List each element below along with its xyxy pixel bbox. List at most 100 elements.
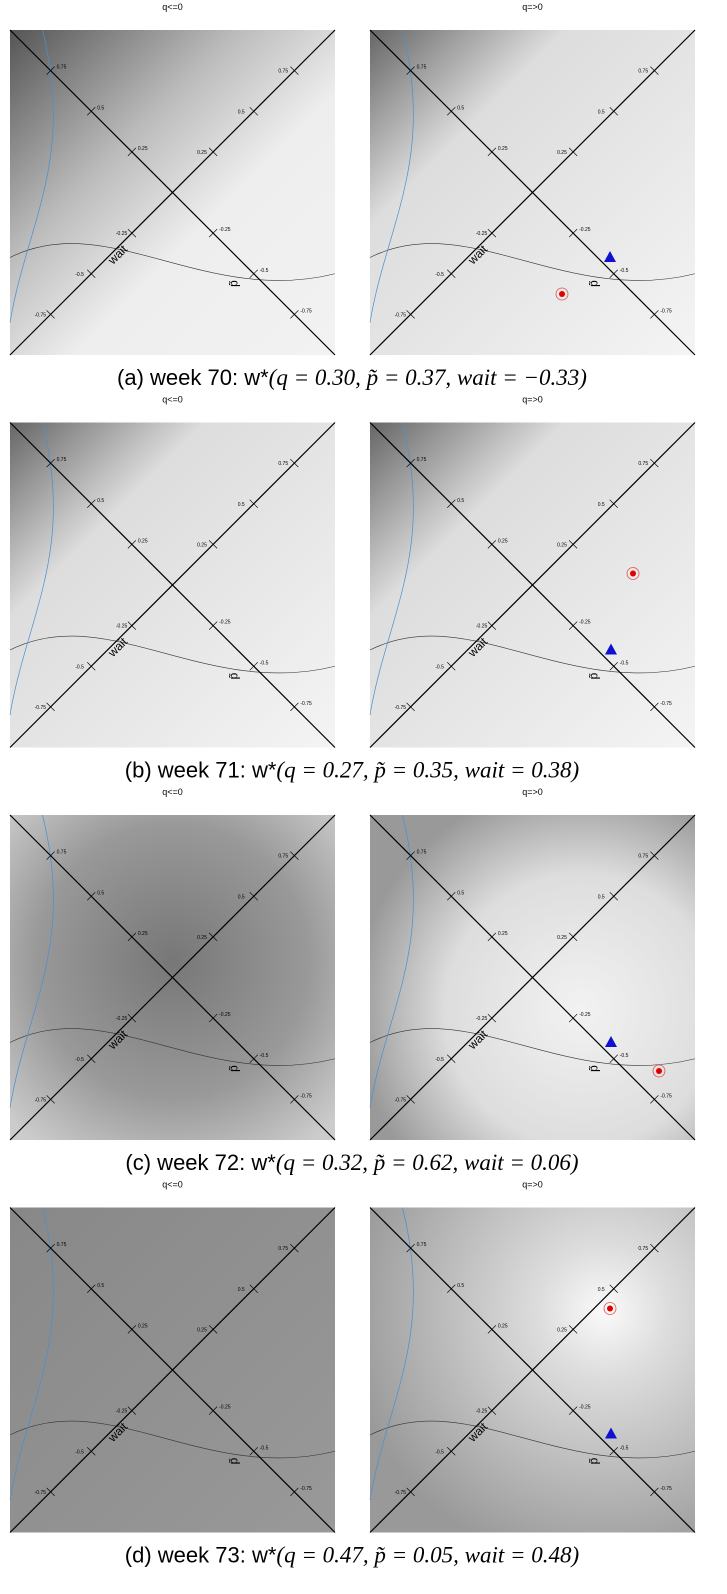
tick bbox=[290, 851, 299, 860]
tick-label: -0.25 bbox=[116, 1016, 128, 1022]
tick-label: 0.25 bbox=[498, 931, 508, 937]
tick bbox=[487, 1013, 497, 1023]
caption: (b) week 71: w*(q = 0.27, p̃ = 0.35, wai… bbox=[125, 758, 579, 783]
marker-dot bbox=[559, 291, 565, 297]
tick-label: 0.75 bbox=[57, 65, 67, 71]
tick bbox=[609, 1054, 618, 1063]
tick bbox=[568, 932, 578, 942]
tick bbox=[46, 66, 55, 75]
tick-label: -0.75 bbox=[35, 312, 47, 318]
tick bbox=[127, 147, 137, 157]
axis-label-p: p̃ bbox=[587, 1457, 601, 1464]
tick bbox=[249, 662, 258, 671]
tick-label: 0.5 bbox=[97, 498, 104, 504]
tick bbox=[208, 1406, 218, 1415]
tick bbox=[208, 1013, 218, 1023]
tick-label: 0.75 bbox=[638, 1246, 648, 1252]
tick bbox=[208, 147, 218, 157]
axis-wait bbox=[9, 1207, 336, 1533]
tick bbox=[127, 540, 137, 549]
tick-label: 0.75 bbox=[417, 1242, 427, 1248]
tick-label: 0.75 bbox=[417, 457, 427, 463]
tick bbox=[46, 1487, 55, 1497]
tick bbox=[650, 1487, 659, 1497]
tick-label: -0.75 bbox=[395, 1097, 407, 1103]
contour bbox=[369, 1028, 696, 1066]
tick-label: -0.5 bbox=[75, 1057, 84, 1063]
axis-wait bbox=[9, 814, 336, 1141]
tick-label: -0.25 bbox=[116, 1409, 128, 1415]
marker-triangle bbox=[605, 1036, 617, 1047]
tick bbox=[447, 269, 456, 278]
tick bbox=[87, 499, 96, 508]
tick bbox=[127, 1013, 137, 1023]
axis-wait bbox=[9, 422, 336, 748]
tick bbox=[487, 540, 497, 549]
tick-label: 0.25 bbox=[138, 146, 148, 152]
caption-label: (d) week 73: w* bbox=[125, 1543, 277, 1568]
tick-label: 0.25 bbox=[197, 935, 207, 941]
tick-label: -0.5 bbox=[75, 664, 84, 670]
tick bbox=[406, 1243, 415, 1253]
marker-ring bbox=[626, 567, 640, 580]
tick-label: -0.5 bbox=[435, 664, 444, 670]
tick bbox=[87, 269, 96, 278]
axis-wait bbox=[9, 29, 336, 356]
tick-label: 0.25 bbox=[498, 146, 508, 152]
tick bbox=[46, 851, 55, 860]
tick bbox=[568, 1013, 578, 1023]
tick-label: 0.25 bbox=[557, 542, 567, 548]
tick-label: -0.75 bbox=[660, 308, 672, 314]
tick-label: -0.75 bbox=[300, 1093, 312, 1099]
axis-label-p: p̃ bbox=[227, 1457, 241, 1464]
tick bbox=[609, 892, 618, 901]
tick-label: -0.25 bbox=[219, 620, 231, 626]
caption-args: (q = 0.47, p̃ = 0.05, wait = 0.48) bbox=[276, 1543, 579, 1568]
tick-label: 0.5 bbox=[598, 109, 605, 115]
panel-title: q<=0 bbox=[162, 395, 183, 405]
tick bbox=[249, 892, 258, 901]
tick bbox=[208, 228, 218, 238]
tick bbox=[487, 147, 497, 157]
contour bbox=[369, 635, 696, 674]
marker-dot bbox=[656, 1068, 662, 1074]
tick bbox=[249, 499, 258, 508]
caption: (d) week 73: w*(q = 0.47, p̃ = 0.05, wai… bbox=[125, 1543, 579, 1568]
tick bbox=[447, 1447, 456, 1456]
panel: 0.75 0.75 0.5 0.5 0.25 0.25 -0.25 -0.25 -0.5 -0.5… bbox=[369, 29, 696, 356]
tick bbox=[650, 1095, 659, 1104]
panel-title: q=>0 bbox=[522, 1180, 543, 1190]
tick bbox=[487, 1325, 497, 1334]
panel-title: q<=0 bbox=[162, 1180, 183, 1190]
tick-label: -0.5 bbox=[75, 272, 84, 278]
caption: (a) week 70: w*(q = 0.30, p̃ = 0.37, wai… bbox=[117, 365, 587, 390]
tick-label: 0.75 bbox=[638, 854, 648, 860]
tick bbox=[249, 1447, 258, 1456]
marker-triangle bbox=[605, 643, 617, 655]
caption-args: (q = 0.32, p̃ = 0.62, wait = 0.06) bbox=[276, 1150, 579, 1175]
axis-label-p: p̃ bbox=[227, 672, 241, 679]
tick-label: 0.75 bbox=[57, 457, 67, 463]
tick bbox=[447, 499, 456, 508]
contour bbox=[9, 1420, 336, 1459]
tick-label: -0.5 bbox=[620, 1445, 629, 1451]
contour bbox=[369, 1420, 696, 1459]
tick bbox=[46, 458, 55, 468]
tick-label: 0.25 bbox=[197, 1327, 207, 1333]
tick-label: -0.75 bbox=[300, 308, 312, 314]
tick bbox=[568, 147, 578, 157]
tick-label: -0.75 bbox=[395, 1490, 407, 1496]
tick-label: 0.25 bbox=[138, 931, 148, 937]
tick-label: 0.75 bbox=[57, 850, 67, 856]
tick-label: -0.5 bbox=[75, 1449, 84, 1455]
tick bbox=[87, 1054, 96, 1063]
caption-label: (c) week 72: w* bbox=[125, 1150, 276, 1175]
marker-dot bbox=[607, 1305, 613, 1312]
marker-ring bbox=[652, 1064, 666, 1078]
tick bbox=[609, 662, 618, 671]
tick-label: 0.75 bbox=[278, 854, 288, 860]
marker-ring bbox=[603, 1302, 617, 1315]
tick-label: -0.75 bbox=[35, 1490, 47, 1496]
tick-label: -0.25 bbox=[476, 624, 488, 630]
